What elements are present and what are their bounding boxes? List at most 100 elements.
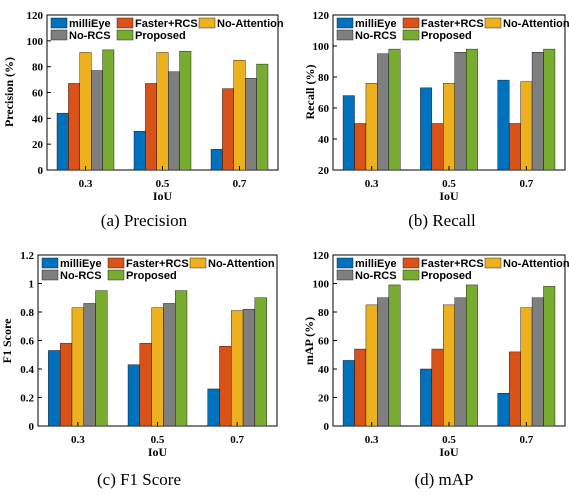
- bar-millieye-0.5: [420, 368, 433, 427]
- legend-swatch: [402, 257, 420, 269]
- bar-no-attention-0.5: [443, 304, 455, 427]
- bar-faster-rcs-0.3: [354, 348, 367, 427]
- chart-panel-1: 0 20 40 60 80 100 120 0.3 0.5 0.7 IoU Precision (%)…: [2, 10, 284, 230]
- y-tick-label: 40: [32, 113, 44, 125]
- legend-swatch: [189, 257, 207, 269]
- x-tick-label: 0.7: [519, 178, 533, 190]
- y-axis-label: Precision (%): [2, 57, 16, 127]
- bar-proposed-0.3: [388, 284, 401, 427]
- bar-faster-rcs-0.5: [145, 83, 158, 171]
- bar-no-rcs-0.5: [167, 71, 180, 171]
- y-tick-label: 0: [324, 421, 330, 433]
- y-tick-label: 120: [313, 250, 330, 262]
- panel-caption: (c) F1 Score: [97, 470, 181, 489]
- bar-millieye-0.3: [342, 95, 355, 171]
- y-tick-label: 1: [29, 279, 35, 291]
- legend-entry: Proposed: [135, 30, 186, 42]
- legend-entry: No-Attention: [503, 18, 569, 30]
- legend-entry: No-RCS: [69, 30, 111, 42]
- legend-entry: No-RCS: [355, 270, 397, 282]
- bar-proposed-0.3: [102, 49, 115, 171]
- legend-swatch: [116, 29, 134, 41]
- y-tick-label: 20: [32, 139, 44, 151]
- legend-swatch: [402, 269, 420, 281]
- legend-entry: No-RCS: [60, 270, 102, 282]
- panel-caption: (a) Precision: [101, 211, 188, 230]
- bar-proposed-0.7: [543, 48, 556, 171]
- legend-swatch: [107, 269, 125, 281]
- bar-faster-rcs-0.3: [354, 123, 367, 171]
- bar-no-rcs-0.7: [242, 308, 256, 427]
- y-tick-label: 20: [318, 393, 330, 405]
- bar-no-rcs-0.5: [454, 297, 467, 427]
- y-tick-label: 0.6: [20, 336, 34, 348]
- bar-no-rcs-0.3: [377, 53, 390, 171]
- legend-swatch: [336, 257, 354, 269]
- legend-entry: milliEye: [355, 258, 397, 270]
- bar-no-attention-0.3: [79, 52, 92, 171]
- legend: milliEye Faster+RCS No-Attention No-RCS Prop…: [336, 17, 569, 42]
- y-tick-label: 120: [27, 10, 44, 22]
- x-tick-label: 0.3: [79, 178, 93, 190]
- bar-proposed-0.5: [465, 284, 478, 427]
- x-tick-label: 0.7: [230, 434, 244, 446]
- legend-entry: milliEye: [355, 18, 397, 30]
- bar-no-rcs-0.5: [163, 303, 176, 427]
- chart-panel-2: 20 40 60 80 100 120 0.3 0.5 0.7 IoU Recall (%) mill…: [303, 10, 569, 230]
- legend-swatch: [198, 17, 216, 29]
- bar-millieye-0.5: [420, 87, 433, 171]
- x-axis-label: IoU: [439, 189, 459, 203]
- legend-swatch: [336, 29, 354, 41]
- legend-swatch: [484, 17, 502, 29]
- y-tick-label: 80: [318, 72, 330, 84]
- bar-millieye-0.3: [56, 112, 69, 171]
- x-axis-label: IoU: [439, 445, 459, 459]
- legend: milliEye Faster+RCS No-Attention No-RCS Prop…: [41, 257, 275, 282]
- bar-millieye-0.3: [342, 360, 355, 427]
- chart-panel-3: 0 0.2 0.4 0.6 0.8 1 1.2 0.3 0.5 0.7 IoU F1 Score mil…: [0, 250, 278, 489]
- y-tick-label: 60: [32, 88, 44, 100]
- bar-faster-rcs-0.3: [59, 343, 73, 427]
- bar-proposed-0.7: [543, 286, 556, 427]
- bar-no-attention-0.7: [520, 81, 533, 171]
- legend-entry: No-Attention: [503, 258, 569, 270]
- x-tick-label: 0.3: [71, 434, 85, 446]
- y-tick-label: 0.2: [20, 393, 34, 405]
- bar-no-attention-0.5: [151, 307, 164, 427]
- legend-entry: milliEye: [60, 258, 102, 270]
- bar-no-attention-0.5: [156, 52, 169, 171]
- bar-faster-rcs-0.7: [508, 123, 521, 171]
- legend: milliEye Faster+RCS No-Attention No-RCS Prop…: [50, 17, 284, 42]
- bar-no-attention-0.3: [71, 307, 84, 427]
- bar-no-rcs-0.7: [531, 297, 544, 427]
- bar-no-attention-0.3: [365, 82, 378, 171]
- bar-faster-rcs-0.5: [139, 343, 152, 427]
- x-tick-label: 0.7: [233, 178, 247, 190]
- bar-no-attention-0.7: [231, 310, 244, 427]
- x-tick-label: 0.3: [365, 434, 379, 446]
- bar-no-attention-0.3: [365, 304, 378, 427]
- bar-no-attention-0.5: [443, 82, 455, 171]
- x-tick-label: 0.5: [151, 434, 165, 446]
- legend-swatch: [107, 257, 125, 269]
- y-tick-label: 20: [318, 165, 330, 177]
- bar-no-rcs-0.7: [244, 78, 257, 171]
- bar-millieye-0.7: [497, 393, 510, 427]
- y-tick-label: 60: [318, 103, 330, 115]
- legend-entry: Faster+RCS: [135, 18, 198, 30]
- bar-millieye-0.5: [127, 364, 141, 427]
- legend-swatch: [402, 17, 420, 29]
- bar-no-rcs-0.3: [377, 297, 390, 427]
- y-axis-label: F1 Score: [0, 318, 14, 363]
- bar-millieye-0.7: [210, 149, 223, 171]
- bar-proposed-0.3: [388, 48, 401, 171]
- legend-entry: No-RCS: [355, 30, 397, 42]
- y-tick-label: 40: [318, 364, 330, 376]
- bar-no-rcs-0.3: [83, 303, 96, 427]
- bar-faster-rcs-0.5: [431, 123, 444, 171]
- legend-entry: Faster+RCS: [421, 18, 484, 30]
- legend-swatch: [336, 269, 354, 281]
- bar-no-rcs-0.3: [90, 70, 103, 171]
- panel-caption: (b) Recall: [408, 211, 476, 230]
